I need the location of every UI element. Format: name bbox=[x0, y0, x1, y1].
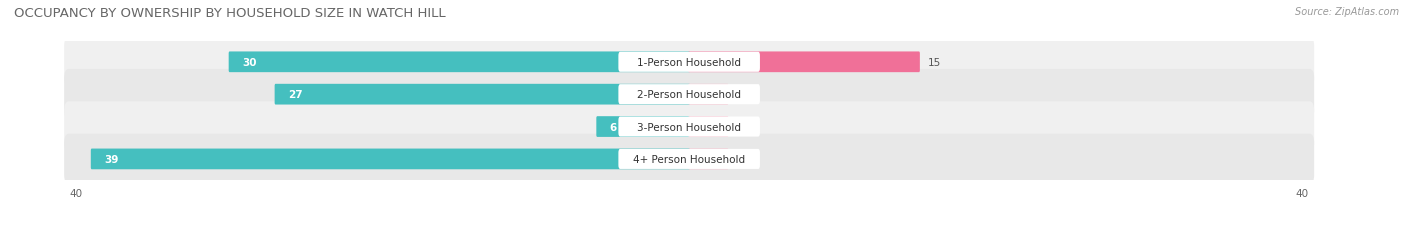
Text: 39: 39 bbox=[104, 154, 118, 164]
FancyBboxPatch shape bbox=[619, 149, 759, 169]
FancyBboxPatch shape bbox=[689, 149, 728, 170]
FancyBboxPatch shape bbox=[689, 52, 920, 73]
Text: 1-Person Household: 1-Person Household bbox=[637, 58, 741, 67]
FancyBboxPatch shape bbox=[689, 85, 728, 105]
FancyBboxPatch shape bbox=[596, 117, 690, 137]
FancyBboxPatch shape bbox=[65, 102, 1315, 152]
FancyBboxPatch shape bbox=[619, 85, 759, 105]
Text: OCCUPANCY BY OWNERSHIP BY HOUSEHOLD SIZE IN WATCH HILL: OCCUPANCY BY OWNERSHIP BY HOUSEHOLD SIZE… bbox=[14, 7, 446, 20]
Text: 30: 30 bbox=[242, 58, 256, 67]
FancyBboxPatch shape bbox=[229, 52, 690, 73]
Text: 0: 0 bbox=[737, 90, 744, 100]
FancyBboxPatch shape bbox=[91, 149, 690, 170]
Text: 4+ Person Household: 4+ Person Household bbox=[633, 154, 745, 164]
Text: 27: 27 bbox=[288, 90, 302, 100]
FancyBboxPatch shape bbox=[65, 134, 1315, 184]
Text: 6: 6 bbox=[610, 122, 617, 132]
Text: Source: ZipAtlas.com: Source: ZipAtlas.com bbox=[1295, 7, 1399, 17]
Text: 0: 0 bbox=[737, 122, 744, 132]
Text: 15: 15 bbox=[928, 58, 942, 67]
Text: 2-Person Household: 2-Person Household bbox=[637, 90, 741, 100]
FancyBboxPatch shape bbox=[619, 117, 759, 137]
FancyBboxPatch shape bbox=[274, 85, 690, 105]
FancyBboxPatch shape bbox=[689, 117, 728, 137]
Text: 3-Person Household: 3-Person Household bbox=[637, 122, 741, 132]
FancyBboxPatch shape bbox=[65, 70, 1315, 120]
Text: 0: 0 bbox=[737, 154, 744, 164]
FancyBboxPatch shape bbox=[619, 52, 759, 73]
FancyBboxPatch shape bbox=[65, 37, 1315, 88]
